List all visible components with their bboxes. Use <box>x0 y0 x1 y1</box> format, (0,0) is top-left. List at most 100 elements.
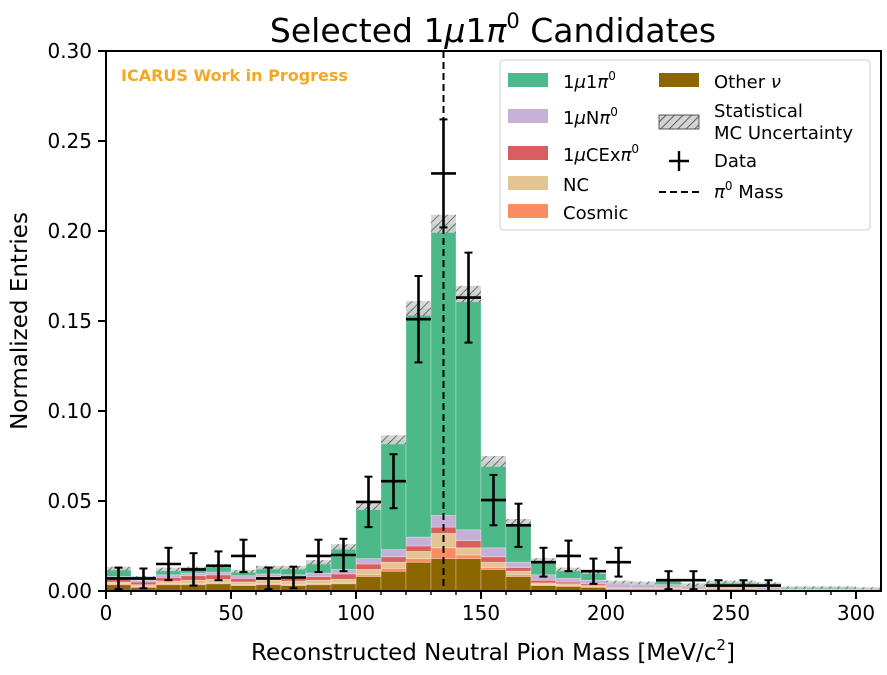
bar-cex-14 <box>455 540 482 549</box>
bar-npi-5 <box>230 575 257 579</box>
legend-label-mass: π0 Mass <box>714 179 784 203</box>
legend-marker-data <box>669 151 689 171</box>
legend-label-data: Data <box>714 151 757 172</box>
chart-title: Selected 1μ1π0 Candidates <box>270 9 716 50</box>
bar-nc-2 <box>155 580 182 585</box>
data-point-16 <box>506 502 531 548</box>
bar-nc-9 <box>330 578 357 584</box>
data-point-1 <box>131 567 156 590</box>
bar-other-14 <box>455 558 482 592</box>
bar-npi-16 <box>505 561 532 569</box>
stat-band-21 <box>631 581 656 585</box>
bar-cex-15 <box>480 556 507 563</box>
bar-cex-17 <box>530 579 557 584</box>
data-point-21 <box>656 570 681 591</box>
watermark: ICARUS Work in Progress <box>121 66 348 85</box>
x-axis-label: Reconstructed Neutral Pion Mass [MeV/c2] <box>251 636 735 666</box>
bar-other-10 <box>355 576 382 592</box>
legend-label-stat-line1: Statistical <box>714 101 803 122</box>
bar-npi-8 <box>305 572 332 577</box>
x-tick-label-5: 250 <box>712 601 750 625</box>
x-tick-label-1: 50 <box>218 601 243 625</box>
y-tick-label-0: 0.00 <box>47 579 92 603</box>
legend-label-other: Other ν <box>714 72 781 93</box>
bar-npi-18 <box>555 578 582 583</box>
data-points <box>106 118 781 592</box>
x-tick-label-6: 300 <box>837 601 875 625</box>
bar-cex-9 <box>330 573 357 580</box>
y-tick-label-2: 0.10 <box>47 399 92 423</box>
stat-band-11 <box>381 435 406 445</box>
data-point-14 <box>456 251 481 344</box>
bar-nc-5 <box>230 581 257 586</box>
bar-cex-11 <box>380 556 407 563</box>
y-tick-label-6: 0.30 <box>47 39 92 63</box>
stat-band-15 <box>481 456 506 467</box>
data-point-7 <box>281 565 306 590</box>
bar-nc-16 <box>505 570 532 576</box>
data-point-12 <box>406 275 431 364</box>
stat-band-29 <box>831 586 856 589</box>
bar-other-12 <box>405 561 432 592</box>
legend-label-cosmic: Cosmic <box>563 203 628 224</box>
legend-label-cex: 1μCExπ0 <box>563 142 639 166</box>
bar-nc-8 <box>305 579 332 585</box>
legend-swatch-sig <box>508 73 548 87</box>
stat-band-27 <box>781 586 806 589</box>
data-point-15 <box>481 473 506 527</box>
legend-swatch-cex <box>508 146 548 160</box>
bar-nc-11 <box>380 561 407 569</box>
legend: 1μ1π0 1μNπ0 1μCExπ0 NC Cosmic Other ν St… <box>499 59 871 231</box>
bar-nc-15 <box>480 561 507 569</box>
legend-swatch-nc <box>508 176 548 190</box>
bar-npi-14 <box>455 529 482 541</box>
legend-swatch-stat <box>658 114 700 130</box>
data-point-22 <box>681 570 706 591</box>
data-point-20 <box>606 546 631 578</box>
data-point-13 <box>431 118 456 229</box>
data-point-18 <box>556 539 581 573</box>
y-tick-label-1: 0.05 <box>47 489 92 513</box>
data-point-5 <box>231 538 256 574</box>
y-tick-label-4: 0.20 <box>47 219 92 243</box>
bar-cex-16 <box>505 567 532 572</box>
data-point-9 <box>331 537 356 573</box>
bar-other-16 <box>505 576 532 592</box>
bar-other-15 <box>480 569 507 592</box>
bar-cosmic-12 <box>405 558 432 563</box>
bar-cosmic-14 <box>455 554 482 559</box>
x-tick-label-4: 200 <box>587 601 625 625</box>
y-tick-label-5: 0.25 <box>47 129 92 153</box>
bar-cex-5 <box>230 578 257 583</box>
data-point-6 <box>256 566 281 591</box>
legend-swatch-other <box>659 73 699 87</box>
bar-other-11 <box>380 570 407 592</box>
bar-npi-15 <box>480 547 507 558</box>
stat-band-20 <box>606 580 631 584</box>
bar-nc-12 <box>405 551 432 560</box>
legend-box <box>499 59 871 231</box>
y-tick-label-3: 0.15 <box>47 309 92 333</box>
bar-npi-11 <box>380 549 407 558</box>
x-axis-ticks: 0 50 100 150 200 250 300 <box>100 591 875 625</box>
bar-npi-12 <box>405 536 432 547</box>
data-point-3 <box>181 552 206 587</box>
data-point-11 <box>381 453 406 510</box>
bar-cex-12 <box>405 545 432 552</box>
legend-swatch-npi <box>508 109 548 123</box>
bar-npi-20 <box>605 583 632 588</box>
legend-label-npi: 1μNπ0 <box>563 105 618 129</box>
stat-band-30 <box>856 587 881 590</box>
data-point-4 <box>206 550 231 582</box>
bar-npi-21 <box>630 584 657 588</box>
y-axis-label: Normalized Entries <box>7 212 33 430</box>
bar-cosmic-11 <box>380 568 407 572</box>
bar-other-9 <box>330 583 357 592</box>
bar-nc-14 <box>455 547 482 556</box>
x-tick-label-0: 0 <box>100 601 113 625</box>
stacked-bars <box>105 223 882 592</box>
data-point-0 <box>106 566 131 591</box>
data-point-17 <box>531 546 556 578</box>
legend-label-nc: NC <box>563 175 589 196</box>
